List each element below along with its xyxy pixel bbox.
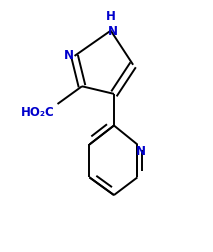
Text: N: N xyxy=(136,145,145,158)
Text: HO₂C: HO₂C xyxy=(20,106,54,119)
Text: N: N xyxy=(64,49,74,62)
Text: H: H xyxy=(106,10,116,23)
Text: N: N xyxy=(108,25,118,38)
